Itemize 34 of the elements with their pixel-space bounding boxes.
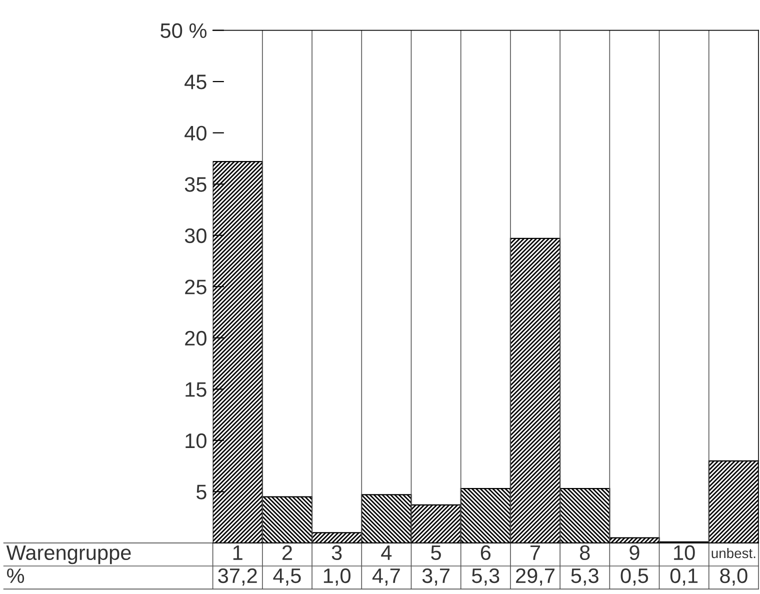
y-tick-label: 5	[196, 484, 206, 500]
x-axis-title: Warengruppe	[6, 546, 131, 564]
y-tick-label: 15	[186, 382, 206, 397]
y-tick-label: 40	[184, 126, 206, 141]
data-label: 29,7	[516, 568, 554, 586]
x-tick-label: 9	[630, 545, 640, 560]
data-label: 1,0	[324, 568, 350, 586]
x-tick-label: 5	[431, 546, 441, 560]
x-tick-label: 1	[233, 546, 242, 560]
data-label: 8,0	[720, 568, 748, 586]
y-tick-label: 20	[185, 330, 206, 346]
x-tick-label: 8	[580, 545, 590, 560]
data-label: 0,1	[670, 568, 698, 586]
x-tick-label: unbest.	[712, 548, 756, 558]
data-label: 5,3	[571, 568, 598, 586]
y-tick-label: 50 %	[160, 23, 207, 38]
x-tick-label: 10	[674, 545, 695, 560]
text: %	[7, 568, 24, 584]
x-tick-label: 6	[480, 545, 491, 560]
data-label: 37,2	[218, 568, 257, 586]
y-tick-label: 10	[186, 433, 206, 448]
y-tick-label: 35	[184, 177, 206, 192]
data-label: 3,7	[422, 568, 450, 586]
data-label: 4,7	[372, 568, 400, 586]
x-tick-label: 7	[530, 546, 540, 560]
data-label: 5,3	[472, 568, 500, 586]
x-tick-label: 2	[282, 545, 292, 560]
data-label: 0,5	[620, 568, 648, 586]
x-tick-label: 4	[381, 546, 392, 560]
y-tick-label: 25	[185, 280, 206, 294]
y-tick-label: 30	[184, 228, 206, 244]
data-label: 4,5	[273, 568, 301, 586]
y-tick-label: 45	[184, 74, 206, 90]
x-tick-label: 3	[332, 545, 342, 560]
